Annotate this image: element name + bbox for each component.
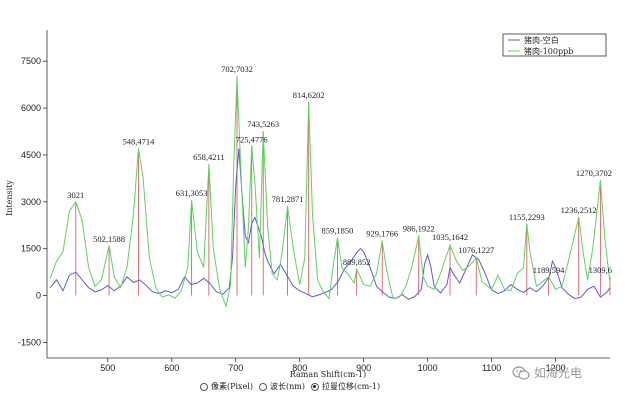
series-line-100ppb <box>49 76 611 309</box>
watermark: 如海光电 <box>512 364 582 381</box>
peak-label: 1236,2512 <box>561 205 597 215</box>
radio-pixel[interactable] <box>200 382 208 391</box>
peak-label: 1189,594 <box>533 265 565 275</box>
x-axis-label: Raman Shift(cm-1) <box>290 370 367 379</box>
legend-box <box>502 33 607 57</box>
y-tick-label: 4500 <box>21 150 41 160</box>
peak-label: 1155,2293 <box>509 212 545 222</box>
peak-label: 1035,1642 <box>432 232 468 242</box>
legend: 猪肉-空白 猪肉-100ppb <box>502 33 607 57</box>
peak-label: 859,1850 <box>322 226 354 236</box>
peak-label: 743,5263 <box>247 119 279 129</box>
peak-label: 1270,3702 <box>576 168 612 178</box>
y-tick-label: 0 <box>36 291 41 301</box>
x-tick-label: 900 <box>356 363 371 373</box>
peak-label: 781,2871 <box>272 194 304 204</box>
peak-label: 1076,1227 <box>458 245 494 255</box>
mode-option-raman-shift[interactable]: 拉曼位移(cm-1) <box>310 381 381 392</box>
peak-label: 929,1766 <box>366 228 398 238</box>
unit-mode-selector: 像素(Pixel) 波长(nm) 拉曼位移(cm-1) <box>200 381 380 392</box>
peak-label: 814,6202 <box>293 90 325 100</box>
x-tick-label: 600 <box>164 363 179 373</box>
raman-spectrum-chart: -1500 0 1500 3000 4500 6000 7500 500 600 700 800 90… <box>5 30 612 379</box>
mode-option-pixel[interactable]: 像素(Pixel) <box>200 381 253 392</box>
peak-label: 548,4714 <box>123 136 156 146</box>
peak-label: 658,4211 <box>193 152 225 162</box>
x-tick-label: 500 <box>100 363 115 373</box>
mode-label-wavelength: 波长(nm) <box>270 382 305 391</box>
y-axis-label: Intensity <box>5 180 14 216</box>
mode-option-wavelength[interactable]: 波长(nm) <box>259 381 305 392</box>
radio-wavelength[interactable] <box>259 382 267 391</box>
mode-label-pixel: 像素(Pixel) <box>211 382 253 391</box>
peak-label: 631,3053 <box>176 188 208 198</box>
peak-label: 986,1922 <box>403 223 435 233</box>
y-tick-label: 7500 <box>21 56 41 66</box>
legend-label-100ppb: 猪肉-100ppb <box>524 46 573 56</box>
peak-label: 725,4776 <box>236 134 268 144</box>
y-tick-label: 6000 <box>21 103 41 113</box>
y-tick-label: 1500 <box>21 244 41 254</box>
peak-label: 702,7032 <box>221 64 253 74</box>
peak-label: 502,1588 <box>93 234 125 244</box>
peak-label: 889,852 <box>343 257 371 267</box>
peak-label: 3021 <box>67 190 84 200</box>
x-tick-label: 800 <box>292 363 307 373</box>
x-tick-label: 700 <box>228 363 243 373</box>
x-tick-label: 1100 <box>482 363 501 373</box>
series-line-blank <box>49 148 611 300</box>
legend-label-blank: 猪肉-空白 <box>524 35 559 45</box>
watermark-text: 如海光电 <box>534 366 583 380</box>
radio-raman-shift[interactable] <box>310 382 319 391</box>
y-tick-label: -1500 <box>18 337 41 347</box>
wechat-icon <box>512 365 530 380</box>
x-tick-label: 1000 <box>418 363 438 373</box>
y-tick-label: 3000 <box>21 197 41 207</box>
plot-area: -1500 0 1500 3000 4500 6000 7500 500 600 700 800 90… <box>18 30 612 373</box>
x-tick-label: 1200 <box>546 363 566 373</box>
mode-label-raman-shift: 拉曼位移(cm-1) <box>321 382 381 391</box>
peak-label: 1309,6 <box>589 265 612 275</box>
